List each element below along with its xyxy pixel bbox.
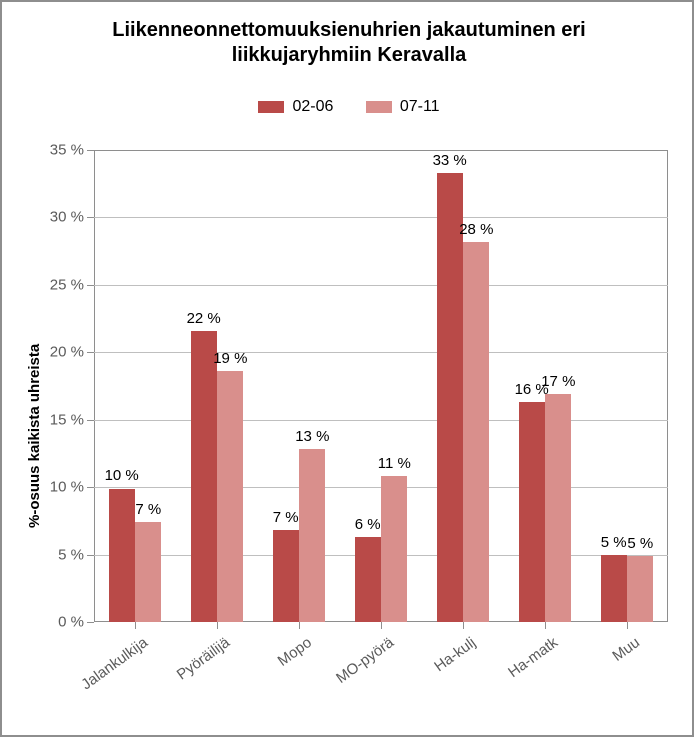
bar (299, 449, 325, 622)
legend-item-0: 02-06 (258, 98, 333, 116)
chart-title-line1: Liikenneonnettomuuksienuhrien jakautumin… (112, 19, 585, 41)
gridline (94, 420, 668, 421)
xtick-mark (545, 622, 546, 629)
bar-value-label: 7 % (273, 509, 299, 526)
xtick-mark (627, 622, 628, 629)
bar-value-label: 22 % (187, 310, 221, 327)
bar-value-label: 7 % (135, 501, 161, 518)
gridline (94, 352, 668, 353)
bar-value-label: 33 % (433, 152, 467, 169)
xtick-mark (463, 622, 464, 629)
legend-label-1: 07-11 (400, 98, 440, 115)
bar-value-label: 5 % (627, 535, 653, 552)
ytick-label: 30 % (50, 209, 94, 226)
xtick-label: Ha-matk (505, 634, 561, 681)
xtick-mark (299, 622, 300, 629)
ytick-label: 20 % (50, 344, 94, 361)
bar (627, 556, 653, 622)
chart-frame: Liikenneonnettomuuksienuhrien jakautumin… (0, 0, 694, 737)
chart-title: Liikenneonnettomuuksienuhrien jakautumin… (2, 18, 694, 68)
legend: 02-06 07-11 (2, 98, 694, 116)
xtick-label: Jalankulkija (78, 634, 151, 693)
bar (273, 530, 299, 622)
gridline (94, 285, 668, 286)
bar-value-label: 10 % (105, 467, 139, 484)
bar-value-label: 13 % (295, 428, 329, 445)
ytick-label: 5 % (58, 546, 94, 563)
plot-area: 0 %5 %10 %15 %20 %25 %30 %35 %Jalankulki… (94, 150, 668, 622)
bar-value-label: 11 % (378, 455, 411, 472)
bar-value-label: 6 % (355, 516, 381, 533)
xtick-mark (135, 622, 136, 629)
bar (109, 489, 135, 623)
bar (601, 555, 627, 622)
gridline (94, 217, 668, 218)
ytick-label: 10 % (50, 479, 94, 496)
bar (135, 522, 161, 622)
bar (463, 242, 489, 622)
bar-value-label: 5 % (601, 534, 627, 551)
bar (381, 476, 407, 622)
ytick-label: 0 % (58, 614, 94, 631)
bar-value-label: 17 % (541, 373, 575, 390)
axis-left (94, 150, 95, 622)
xtick-mark (381, 622, 382, 629)
bar (355, 537, 381, 622)
xtick-label: Muu (609, 634, 643, 665)
y-axis-label: %-osuus kaikista uhreista (26, 343, 43, 527)
bar (191, 331, 217, 622)
axis-right (667, 150, 668, 622)
xtick-label: Pyöräilijä (174, 634, 233, 684)
ytick-label: 35 % (50, 142, 94, 159)
axis-top (94, 150, 668, 151)
bar-value-label: 28 % (459, 221, 493, 238)
legend-swatch-0 (258, 101, 284, 113)
bar (519, 402, 545, 622)
xtick-label: Mopo (275, 634, 315, 670)
bar-value-label: 19 % (213, 350, 247, 367)
xtick-label: MO-pyörä (333, 634, 397, 687)
bar (437, 173, 463, 622)
ytick-label: 25 % (50, 276, 94, 293)
bar (217, 371, 243, 622)
xtick-mark (217, 622, 218, 629)
legend-swatch-1 (366, 101, 392, 113)
bar (545, 394, 571, 622)
ytick-label: 15 % (50, 411, 94, 428)
legend-item-1: 07-11 (366, 98, 440, 116)
xtick-label: Ha-kulj (431, 634, 479, 675)
legend-label-0: 02-06 (292, 98, 333, 115)
chart-title-line2: liikkujaryhmiin Keravalla (232, 44, 467, 66)
